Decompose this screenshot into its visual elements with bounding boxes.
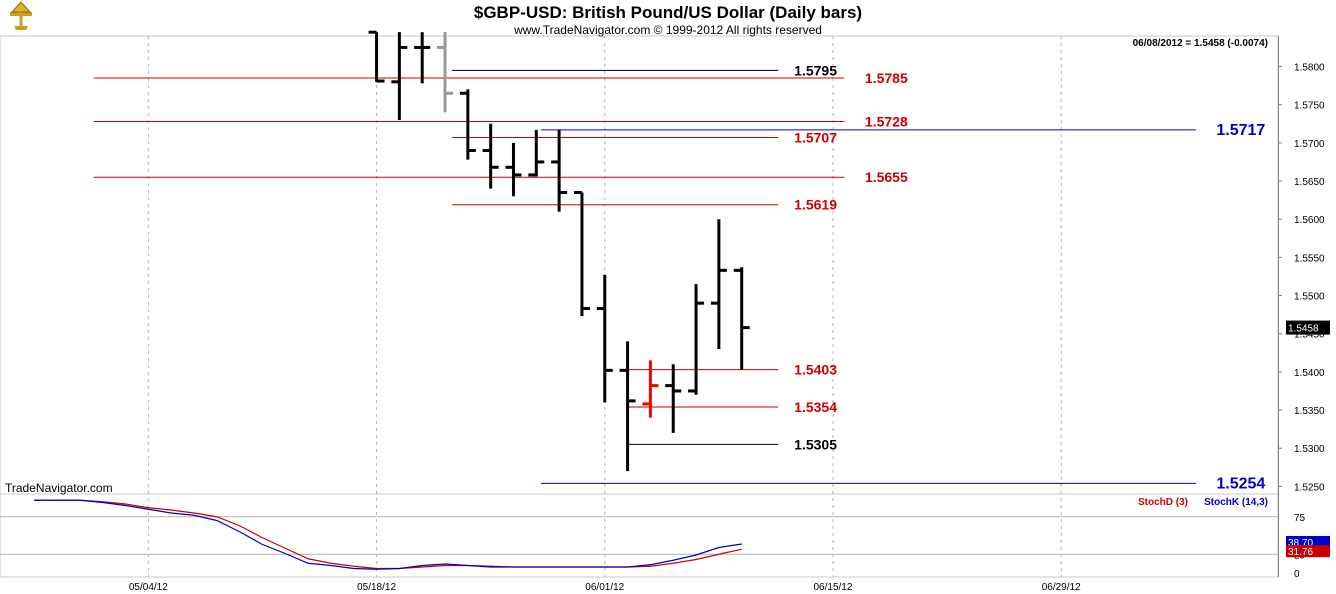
watermark: TradeNavigator.com	[5, 481, 113, 495]
ohlc-bar	[505, 142, 522, 197]
stoch-d-tag-bg	[1286, 545, 1330, 558]
last-price-tag-bg	[1286, 320, 1330, 335]
ohlc-bar	[733, 267, 750, 370]
ohlc-bar	[710, 219, 727, 349]
level-label: 1.5354	[794, 399, 837, 415]
level-label: 1.5655	[865, 169, 908, 185]
date-tick-label: 05/18/12	[357, 582, 396, 593]
price-axis: 1.5800 1.5750 1.5700 1.5650 1.5600 1.5550 1.55…	[1278, 63, 1330, 493]
date-axis: 05/04/12 05/18/12 06/01/12 06/15/12 06/29/12	[129, 582, 1081, 593]
stoch-panel-frame	[0, 493, 1279, 578]
level-label: 1.5717	[1216, 122, 1265, 139]
price-tick-label: 1.5800	[1294, 63, 1325, 74]
grid-layer	[147, 36, 1062, 577]
trade-navigator-logo	[10, 1, 32, 30]
price-panel-frame	[0, 35, 1279, 495]
stoch-k-tag: 38.70	[1288, 538, 1313, 549]
level-layer: 1.5795 1.5785 1.5728 1.5717 1.5707 1.5655 1.56…	[93, 62, 1265, 492]
stoch-k-line	[34, 499, 742, 570]
ohlc-bar	[665, 364, 682, 433]
chart-title: $GBP-USD: British Pound/US Dollar (Daily…	[474, 3, 862, 22]
ohlc-bar	[688, 284, 705, 395]
price-tick-label: 1.5550	[1294, 253, 1325, 264]
ohlc-bar	[596, 274, 613, 403]
level-label: 1.5707	[794, 130, 837, 146]
level-label: 1.5728	[865, 113, 908, 129]
bar-layer	[368, 30, 750, 472]
stoch-d-tag: 31.76	[1288, 547, 1313, 558]
stoch-k-tag-bg	[1286, 535, 1330, 548]
price-tick-label: 1.5650	[1294, 177, 1325, 188]
level-label: 1.5795	[794, 62, 837, 78]
last-price-info: 06/08/2012 = 1.5458 (-0.0074)	[1133, 38, 1268, 49]
level-label: 1.5619	[794, 197, 837, 213]
stoch-d-legend: StochD (3)	[1138, 497, 1188, 508]
date-tick-label: 06/15/12	[814, 582, 853, 593]
stoch-tick-label: 75	[1294, 513, 1306, 524]
stoch-tick-label: 0	[1294, 569, 1300, 580]
price-tick-label: 1.5750	[1294, 101, 1325, 112]
price-tick-label: 1.5500	[1294, 292, 1325, 303]
level-label: 1.5785	[865, 70, 908, 86]
date-tick-label: 05/04/12	[129, 582, 168, 593]
stoch-k-legend: StochK (14,3)	[1204, 497, 1268, 508]
ohlc-bar	[551, 129, 568, 212]
ohlc-bar	[414, 32, 431, 84]
chart-subtitle: www.TradeNavigator.com © 1999-2012 All r…	[513, 23, 822, 37]
price-tick-label: 1.5450	[1294, 330, 1325, 341]
ohlc-bar	[619, 341, 636, 472]
ohlc-bar	[573, 190, 590, 317]
ohlc-bar	[642, 360, 659, 418]
level-label: 1.5403	[794, 362, 837, 378]
price-tick-label: 1.5700	[1294, 139, 1325, 150]
price-tick-label: 1.5250	[1294, 482, 1325, 493]
ohlc-bar	[437, 32, 454, 113]
ohlc-bar	[528, 129, 545, 177]
price-tick-label: 1.5300	[1294, 444, 1325, 455]
last-price-tag: 1.5458	[1288, 324, 1319, 335]
price-tick-label: 1.5400	[1294, 368, 1325, 379]
price-tick-label: 1.5350	[1294, 406, 1325, 417]
ohlc-bar	[368, 30, 385, 83]
ohlc-bar	[391, 32, 408, 120]
level-label: 1.5254	[1216, 475, 1265, 492]
ohlc-bar	[459, 89, 476, 160]
price-tick-label: 1.5600	[1294, 215, 1325, 226]
date-tick-label: 06/29/12	[1042, 582, 1081, 593]
level-label: 1.5305	[794, 436, 837, 452]
date-tick-label: 06/01/12	[585, 582, 624, 593]
ohlc-bar	[482, 123, 499, 189]
